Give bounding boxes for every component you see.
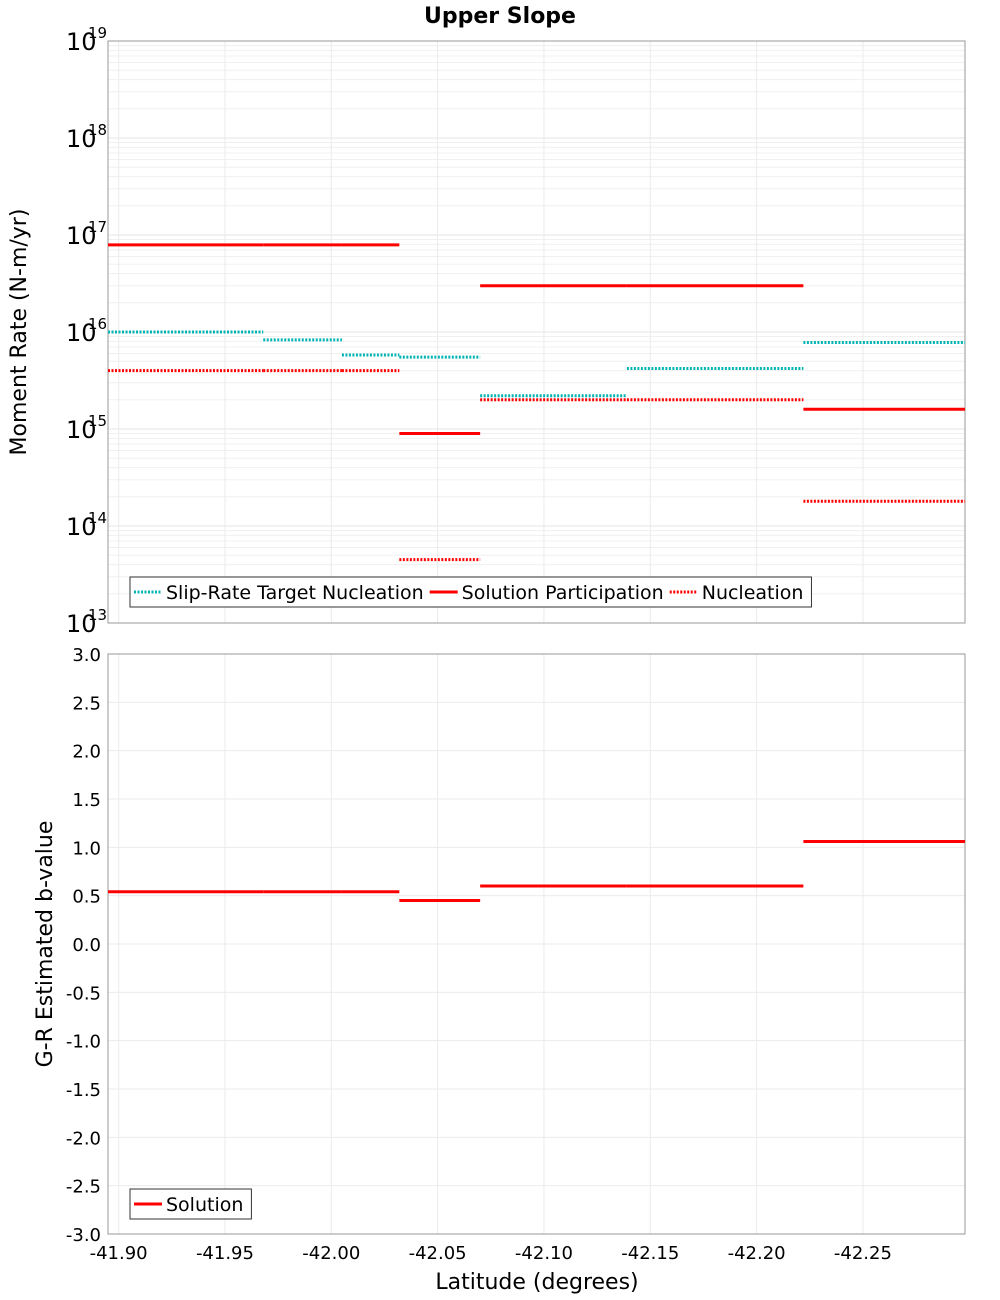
moment-rate-y-tick-exponent: 14 — [88, 509, 107, 527]
b-value-y-tick-label: 1.5 — [72, 790, 101, 811]
latitude-x-tick-label: -42.10 — [515, 1243, 573, 1264]
b-value-y-tick-label: -2.0 — [66, 1128, 101, 1149]
latitude-x-tick-label: -42.15 — [621, 1243, 679, 1264]
moment-rate-y-tick-exponent: 13 — [88, 606, 107, 624]
legend-label: Solution Participation — [462, 582, 664, 604]
moment-rate-y-tick-base: 10 — [66, 416, 97, 444]
b-value-y-tick-label: 2.0 — [72, 742, 101, 763]
b-value-y-tick-label: -2.5 — [66, 1177, 101, 1198]
b-value-y-tick-label: -1.5 — [66, 1080, 101, 1101]
moment-rate-y-tick-exponent: 15 — [88, 412, 107, 430]
series-nucleation — [108, 369, 965, 562]
b-value-y-tick-label: -1.0 — [66, 1032, 101, 1053]
b-value-y-tick-labels: 3.0 2.5 2.0 1.5 1.0 0.5 0.0 -0.5 -1.0 -1.5 -2.0 -2.… — [66, 645, 101, 1246]
moment-rate-y-tick-exponent: 18 — [88, 121, 107, 139]
b-value-y-axis-label: G-R Estimated b-value — [33, 821, 58, 1068]
moment-rate-series — [108, 243, 965, 562]
moment-rate-y-tick-base: 10 — [66, 28, 97, 56]
legend-label: Nucleation — [702, 582, 804, 604]
chart-title: Upper Slope — [424, 4, 576, 29]
latitude-x-tick-labels: -41.90 -41.95 -42.00 -42.05 -42.10 -42.15 -42.… — [90, 1243, 892, 1264]
moment-rate-y-tick-base: 10 — [66, 513, 97, 541]
legend-item-solution-participation: Solution Participation — [429, 582, 664, 604]
moment-rate-y-tick-exponent: 19 — [88, 24, 107, 42]
series-solution-participation — [108, 243, 965, 435]
moment-rate-y-tick-exponent: 16 — [88, 315, 107, 333]
b-value-y-tick-label: -0.5 — [66, 983, 101, 1004]
moment-rate-y-tick-base: 10 — [66, 319, 97, 347]
b-value-y-tick-label: 2.5 — [72, 693, 101, 714]
b-value-series — [108, 840, 965, 902]
legend-item-solution: Solution — [134, 1194, 243, 1216]
moment-rate-y-tick-exponent: 17 — [88, 218, 107, 236]
b-value-y-tick-label: 0.5 — [72, 887, 101, 908]
legend-item-slip-rate-target-nucleation: Slip-Rate Target Nucleation — [134, 582, 424, 604]
b-value-plot-frame — [107, 653, 966, 1235]
latitude-x-tick-label: -41.95 — [196, 1243, 254, 1264]
moment-rate-y-tick-base: 10 — [66, 610, 97, 638]
latitude-x-tick-label: -42.25 — [834, 1243, 892, 1264]
moment-rate-grid — [108, 41, 965, 624]
b-value-legend: Solution — [129, 1188, 252, 1220]
legend-box — [129, 576, 812, 608]
series-solution — [108, 840, 965, 902]
b-value-grid — [108, 653, 965, 1235]
latitude-x-axis-label: Latitude (degrees) — [435, 1270, 638, 1295]
b-value-plot: 3.0 2.5 2.0 1.5 1.0 0.5 0.0 -0.5 -1.0 -1.5 -2.0 -2.… — [33, 645, 966, 1295]
latitude-x-tick-label: -42.00 — [302, 1243, 360, 1264]
latitude-x-tick-label: -42.05 — [409, 1243, 467, 1264]
b-value-y-tick-label: 1.0 — [72, 838, 101, 859]
moment-rate-y-axis-label: Moment Rate (N-m/yr) — [7, 209, 32, 456]
b-value-y-tick-label: 0.0 — [72, 935, 101, 956]
moment-rate-legend: Slip-Rate Target Nucleation Solution Part… — [129, 576, 812, 608]
moment-rate-y-tick-base: 10 — [66, 125, 97, 153]
b-value-y-tick-label: 3.0 — [72, 645, 101, 666]
moment-rate-y-tick-base: 10 — [66, 222, 97, 250]
legend-label: Slip-Rate Target Nucleation — [166, 582, 424, 604]
series-slip-rate-target-nucleation — [108, 330, 965, 398]
b-value-y-tick-label: -3.0 — [66, 1225, 101, 1246]
latitude-x-tick-label: -42.20 — [728, 1243, 786, 1264]
legend-label: Solution — [166, 1194, 243, 1216]
legend-item-nucleation: Nucleation — [669, 582, 804, 604]
latitude-x-tick-label: -41.90 — [90, 1243, 148, 1264]
